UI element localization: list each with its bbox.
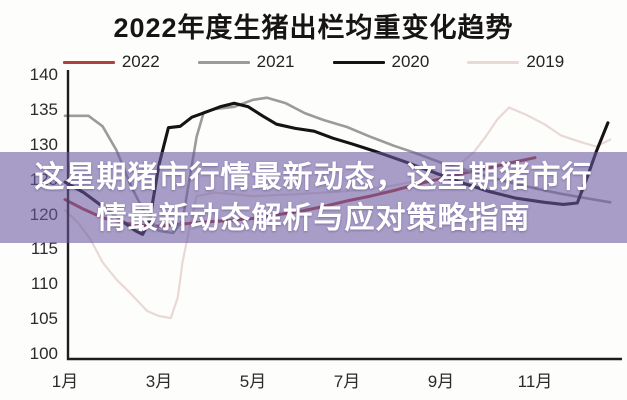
legend-swatch-icon: [62, 60, 115, 64]
legend-item-2022: 2022: [62, 52, 160, 72]
y-tick-label: 140: [29, 65, 58, 84]
chart-title: 2022年度生猪出栏均重变化趋势: [113, 13, 514, 43]
legend-label: 2022: [121, 52, 160, 71]
legend-label: 2021: [256, 52, 295, 71]
y-tick-label: 100: [29, 344, 58, 363]
y-tick-label: 110: [30, 274, 58, 294]
chart-legend: 2022 2021 2020 2019: [0, 52, 627, 72]
headline-line-1: 这星期猪市行情最新动态，这星期猪市行: [34, 160, 593, 194]
y-tick-label: 105: [29, 309, 58, 329]
x-tick-label: 7月: [333, 372, 361, 391]
legend-label: 2020: [391, 52, 430, 71]
y-tick-label: 115: [30, 239, 58, 259]
x-tick-label: 3月: [145, 372, 173, 391]
headline-line-2: 情最新动态解析与应对策略指南: [96, 201, 531, 235]
y-tick-label: 130: [29, 134, 58, 154]
x-tick-label: 5月: [239, 372, 267, 391]
legend-swatch-icon: [332, 60, 385, 64]
legend-item-2019: 2019: [467, 52, 564, 72]
legend-item-2020: 2020: [332, 52, 430, 72]
legend-swatch-icon: [197, 60, 250, 64]
y-tick-label: 135: [29, 99, 58, 119]
x-tick-label: 9月: [427, 372, 455, 391]
legend-swatch-icon: [467, 60, 520, 64]
headline-overlay-banner: 这星期猪市行情最新动态，这星期猪市行 情最新动态解析与应对策略指南: [0, 152, 627, 243]
legend-item-2021: 2021: [197, 52, 295, 72]
legend-label: 2019: [526, 52, 565, 71]
x-tick-label: 1月: [51, 372, 79, 391]
x-tick-label: 11月: [517, 372, 553, 391]
